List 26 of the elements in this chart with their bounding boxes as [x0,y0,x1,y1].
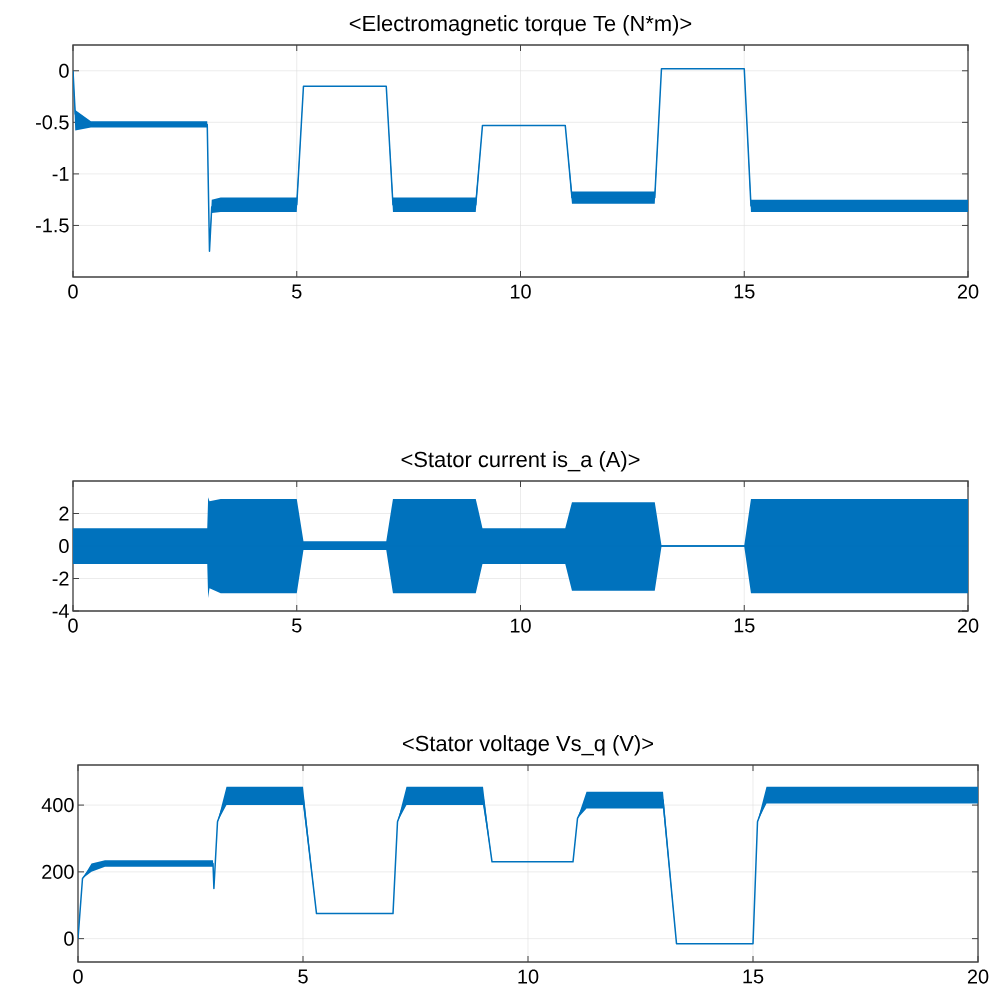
x-tick-label: 20 [957,284,979,299]
x-tick-label: 5 [292,618,302,633]
chart-title: <Electromagnetic torque Te (N*m)> [349,15,692,36]
x-tick-label: 20 [957,618,979,633]
x-tick-label: 10 [518,969,539,984]
y-tick-label: -1 [52,167,69,181]
y-tick-label: -4 [52,604,69,618]
y-tick-label: -2 [52,571,69,586]
chart-title: <Stator current is_a (A)> [401,451,640,472]
y-tick-label: 0 [59,63,69,78]
y-tick-label: 0 [59,538,69,554]
x-tick-label: 20 [967,969,989,984]
y-tick-label: 200 [42,864,74,879]
y-tick-label: 400 [41,798,74,813]
x-tick-label: 5 [298,969,308,984]
chart-title: <Stator voltage Vs_q (V)> [402,735,654,756]
x-tick-label: 5 [292,284,302,299]
x-tick-label: 10 [510,284,531,299]
y-tick-label: 0 [64,931,74,946]
y-tick-label: -1.5 [36,218,69,233]
y-tick-label: 2 [59,506,69,521]
x-tick-label: 15 [734,284,755,299]
y-tick-label: -0.5 [36,115,69,130]
x-tick-label: 10 [510,618,531,633]
x-tick-label: 15 [734,618,755,633]
x-tick-label: 15 [743,969,764,984]
